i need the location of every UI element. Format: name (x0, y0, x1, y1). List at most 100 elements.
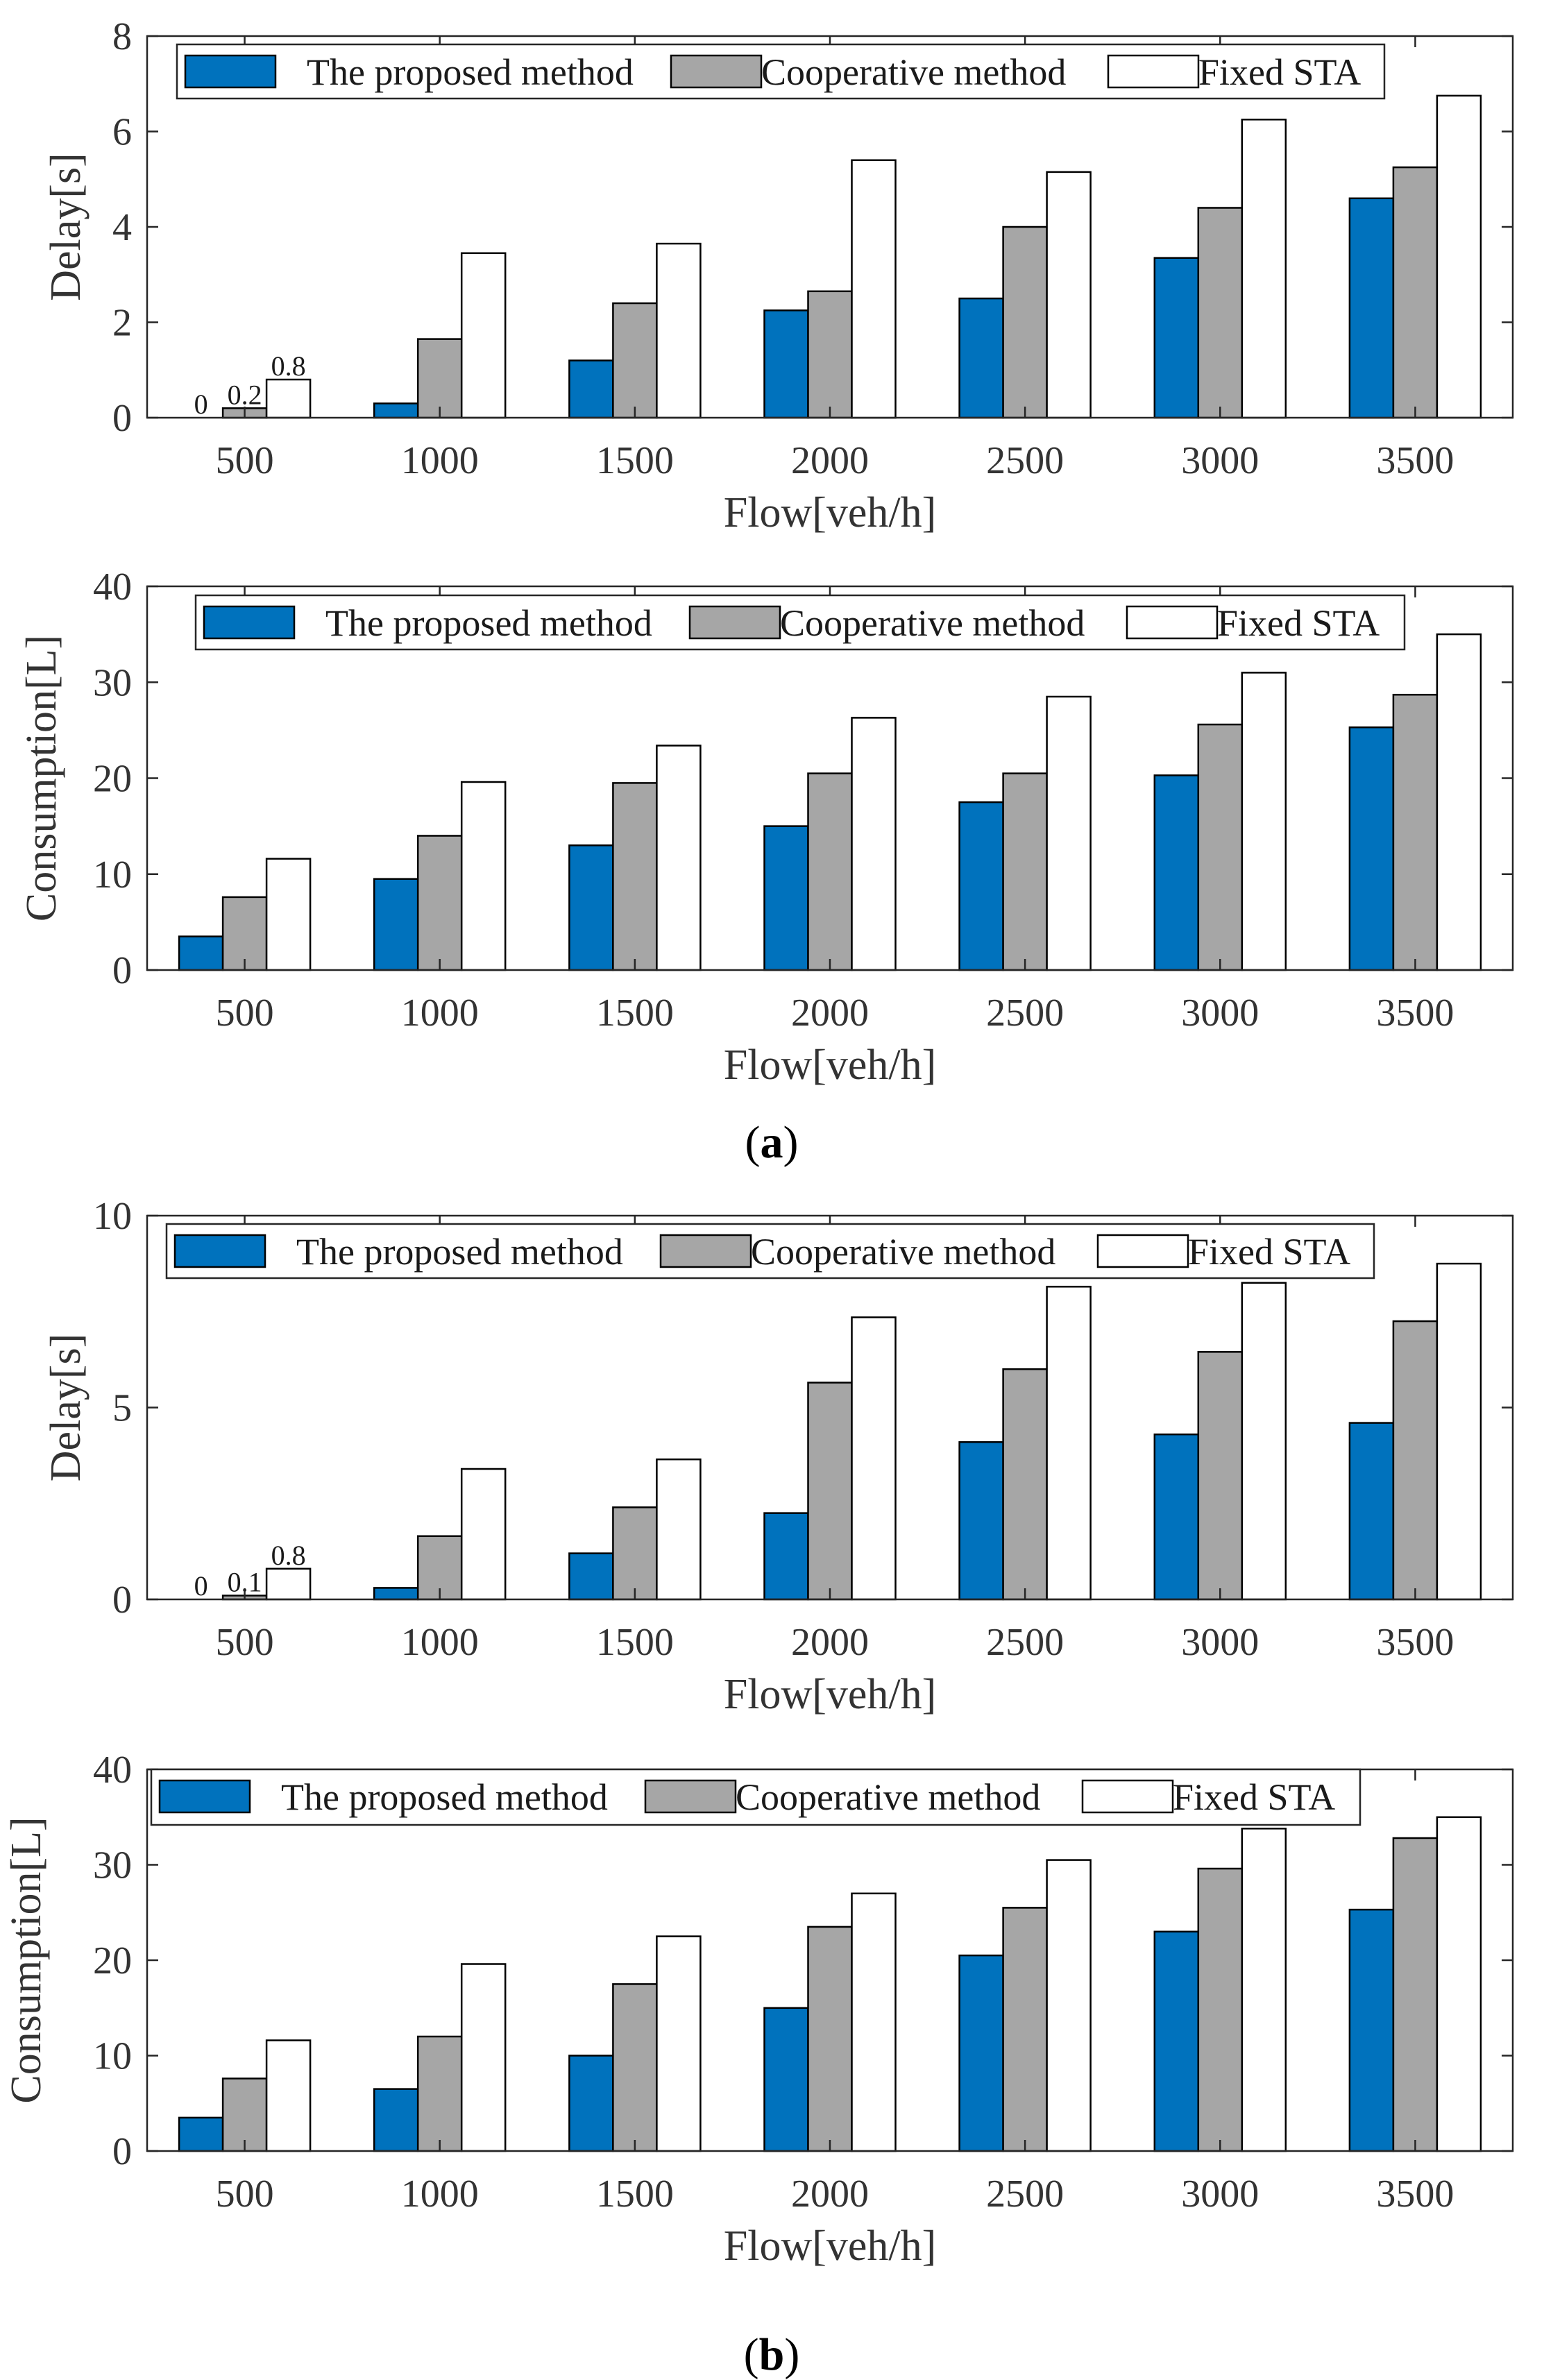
bar-cooperative-2000 (807, 290, 853, 419)
legend-swatch-cooperative (670, 54, 763, 89)
bar-fixed-2500 (1046, 1859, 1092, 2152)
y-tick-label: 0 (112, 1579, 132, 1622)
bar-proposed-3000 (1153, 1433, 1200, 1601)
bar-cooperative-3000 (1197, 1351, 1244, 1601)
bar-fixed-3500 (1436, 94, 1482, 419)
x-axis-label: Flow[veh/h] (724, 489, 937, 536)
bar-fixed-2000 (851, 1316, 897, 1601)
bar-cooperative-2500 (1002, 772, 1048, 971)
bar-proposed-2000 (763, 309, 809, 419)
bar-cooperative-1500 (612, 782, 658, 971)
bar-cooperative-3000 (1197, 1867, 1244, 2152)
bar-fixed-2500 (1046, 695, 1092, 971)
bar-fixed-3500 (1436, 633, 1482, 971)
bar-proposed-1000 (373, 402, 419, 419)
x-tick-label: 500 (216, 439, 274, 482)
y-tick-label: 10 (93, 853, 132, 896)
caption-b: (b) (744, 2329, 800, 2380)
bar-fixed-500 (265, 2039, 312, 2152)
y-tick-label: 30 (93, 1844, 132, 1887)
bar-cooperative-1000 (416, 2035, 463, 2152)
legend-box (165, 1223, 1375, 1280)
legend: The proposed method Cooperative method Fix… (194, 594, 1406, 651)
y-tick-label: 30 (93, 661, 132, 704)
bar-fixed-3000 (1241, 672, 1287, 971)
x-tick-label: 3500 (1376, 439, 1454, 482)
bar-fixed-3500 (1436, 1262, 1482, 1601)
data-label-cooperative: 0.2 (228, 379, 262, 410)
x-tick-label: 3000 (1181, 439, 1259, 482)
y-tick-label: 0 (112, 397, 132, 440)
y-tick-label: 10 (93, 2035, 132, 2078)
legend-entry-proposed: The proposed method (281, 1776, 608, 1818)
legend-swatch-proposed (158, 1779, 251, 1814)
y-tick-label: 4 (112, 206, 132, 249)
bar-cooperative-2500 (1002, 226, 1048, 419)
bar-proposed-2000 (763, 2007, 809, 2152)
x-tick-label: 1500 (596, 1621, 674, 1664)
data-label-proposed: 0 (194, 1570, 208, 1601)
x-tick-label: 1000 (401, 439, 479, 482)
x-tick-label: 1000 (401, 1621, 479, 1664)
bar-fixed-1000 (460, 1963, 507, 2152)
chart-a-consumption: 0 10 20 30 40 500 1000 1500 2000 2500 3000 3500 Flow… (18, 566, 1514, 1089)
chart-b-consumption: 0 10 20 30 40 500 1000 1500 2000 2500 3000 3500 Flow… (3, 1749, 1514, 2270)
bar-proposed-2000 (763, 1512, 809, 1601)
bar-proposed-3000 (1153, 257, 1200, 419)
legend-entry-cooperative: Cooperative method (780, 602, 1085, 644)
bar-fixed-2000 (851, 717, 897, 971)
bar-cooperative-3000 (1197, 207, 1244, 419)
legend: The proposed method Cooperative method Fix… (165, 1223, 1375, 1280)
x-tick-label: 2000 (791, 439, 869, 482)
legend-swatch-proposed (173, 1234, 266, 1268)
x-tick-label: 2500 (986, 439, 1064, 482)
bar-cooperative-2000 (807, 1926, 853, 2152)
bar-fixed-500 (265, 1567, 312, 1601)
legend-swatch-cooperative (644, 1779, 737, 1814)
bar-cooperative-3500 (1392, 1837, 1439, 2152)
legend-entry-proposed: The proposed method (307, 51, 634, 93)
y-tick-label: 10 (93, 1195, 132, 1238)
chart-a-delay: 0 0.2 0.8 0 2 4 6 8 500 1000 1500 2000 2500 3000 3500 F… (42, 15, 1514, 536)
bar-fixed-3000 (1241, 1828, 1287, 2152)
bar-cooperative-500 (221, 896, 268, 971)
x-tick-label: 2500 (986, 992, 1064, 1035)
bar-fixed-1000 (460, 1468, 507, 1601)
x-tick-label: 3500 (1376, 992, 1454, 1035)
x-tick-label: 500 (216, 2173, 274, 2216)
bar-proposed-1000 (373, 878, 419, 971)
legend-entry-cooperative: Cooperative method (761, 51, 1066, 93)
y-tick-label: 40 (93, 566, 132, 609)
y-tick-label: 0 (112, 949, 132, 992)
x-tick-label: 3000 (1181, 1621, 1259, 1664)
bar-cooperative-3000 (1197, 723, 1244, 971)
x-tick-label: 3500 (1376, 1621, 1454, 1664)
y-axis-label: Delay[s] (42, 153, 90, 300)
bar-proposed-500 (178, 2116, 224, 2152)
y-tick-label: 2 (112, 302, 132, 345)
x-tick-label: 1500 (596, 439, 674, 482)
bar-cooperative-3500 (1392, 693, 1439, 971)
y-tick-label: 20 (93, 758, 132, 801)
bar-cooperative-1000 (416, 835, 463, 971)
legend-swatch-cooperative (688, 605, 781, 640)
y-axis-label: Delay[s] (42, 1334, 90, 1481)
bar-cooperative-3500 (1392, 166, 1439, 419)
y-axis-label: Consumption[L] (3, 1817, 50, 2103)
bar-fixed-3000 (1241, 1282, 1287, 1601)
x-axis-label: Flow[veh/h] (724, 1671, 937, 1718)
bar-proposed-3500 (1348, 197, 1395, 419)
bar-cooperative-1000 (416, 338, 463, 419)
x-tick-label: 500 (216, 992, 274, 1035)
bar-proposed-3000 (1153, 774, 1200, 971)
caption-a: (a) (745, 1117, 799, 1168)
bar-fixed-2000 (851, 159, 897, 419)
bar-cooperative-1500 (612, 1506, 658, 1601)
x-axis-label: Flow[veh/h] (724, 1042, 937, 1089)
data-label-fixed: 0.8 (271, 1540, 306, 1571)
x-tick-label: 1000 (401, 2173, 479, 2216)
bar-fixed-1500 (656, 1458, 702, 1601)
y-tick-label: 20 (93, 1939, 132, 1982)
